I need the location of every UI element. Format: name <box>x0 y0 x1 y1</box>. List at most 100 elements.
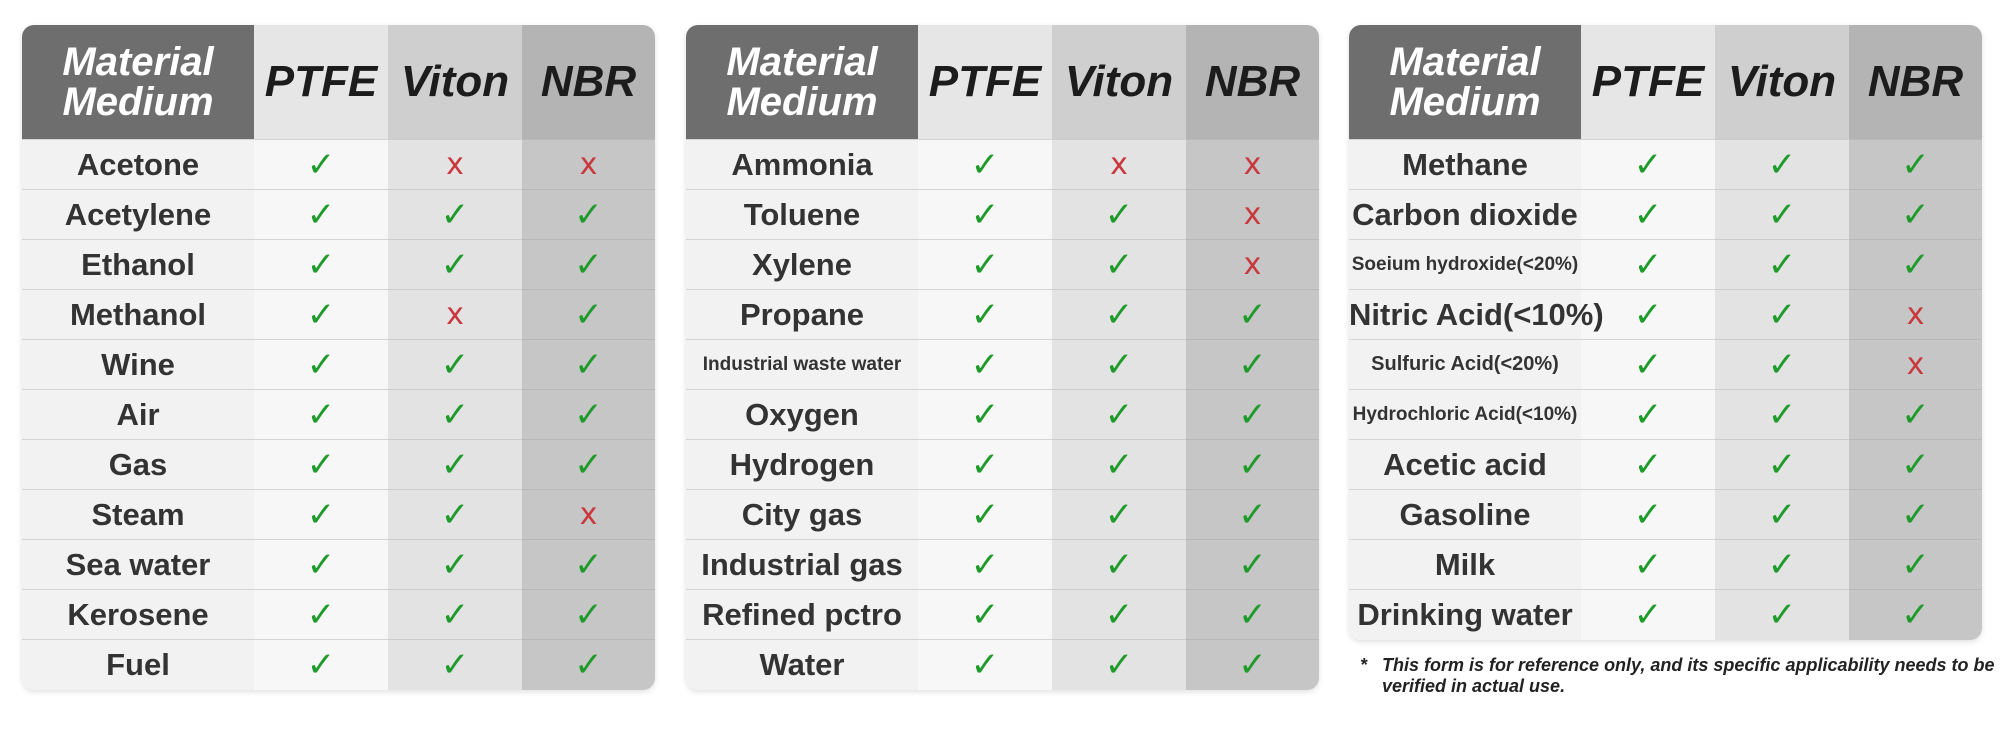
check-icon: ✓ <box>970 444 1000 485</box>
check-icon: ✓ <box>1633 194 1663 235</box>
ptfe-cell: ✓ <box>254 139 388 190</box>
medium-name: Ethanol <box>22 239 254 290</box>
table-row: Kerosene ✓ ✓ ✓ <box>22 589 655 640</box>
medium-name: Propane <box>686 289 918 340</box>
viton-cell: ✓ <box>1715 439 1849 490</box>
check-icon: ✓ <box>306 244 336 285</box>
check-icon: ✓ <box>440 644 470 685</box>
header-nbr: NBR <box>1849 25 1982 140</box>
compat-table-2: Material Medium PTFE Viton NBR Ammonia ✓ x x Tolu… <box>686 25 1319 690</box>
viton-cell: ✓ <box>388 389 522 440</box>
header-viton: Viton <box>388 25 522 140</box>
viton-cell: ✓ <box>388 589 522 640</box>
medium-name: Oxygen <box>686 389 918 440</box>
check-icon: ✓ <box>1767 244 1797 285</box>
viton-cell: ✓ <box>1052 539 1186 590</box>
check-icon: ✓ <box>574 594 603 635</box>
medium-name: Methanol <box>22 289 254 340</box>
table-row: Gasoline ✓ ✓ ✓ <box>1349 489 1982 540</box>
cross-icon: x <box>446 147 464 182</box>
nbr-cell: ✓ <box>522 389 655 440</box>
check-icon: ✓ <box>1104 444 1134 485</box>
header-viton: Viton <box>1715 25 1849 140</box>
cross-icon: x <box>579 147 598 182</box>
check-icon: ✓ <box>1104 194 1134 235</box>
table-row: Ammonia ✓ x x <box>686 139 1319 190</box>
viton-cell: ✓ <box>1715 589 1849 640</box>
ptfe-cell: ✓ <box>1581 339 1715 390</box>
table-row: Acetylene ✓ ✓ ✓ <box>22 189 655 240</box>
table-row: Hydrochloric Acid(<10%) ✓ ✓ ✓ <box>1349 389 1982 440</box>
check-icon: ✓ <box>574 344 603 385</box>
compat-table-1: Material Medium PTFE Viton NBR Acetone ✓ x x Acet… <box>22 25 655 690</box>
cross-icon: x <box>1110 147 1128 182</box>
check-icon: ✓ <box>970 594 1000 635</box>
nbr-cell: ✓ <box>1186 289 1319 340</box>
table-row: Refined pctro ✓ ✓ ✓ <box>686 589 1319 640</box>
table-row: Milk ✓ ✓ ✓ <box>1349 539 1982 590</box>
viton-cell: x <box>388 289 522 340</box>
check-icon: ✓ <box>1104 244 1134 285</box>
check-icon: ✓ <box>1633 544 1663 585</box>
nbr-cell: ✓ <box>1849 239 1982 290</box>
viton-cell: ✓ <box>1052 489 1186 540</box>
header-material-medium: Material Medium <box>686 25 918 140</box>
nbr-cell: ✓ <box>1186 339 1319 390</box>
check-icon: ✓ <box>1633 594 1663 635</box>
nbr-cell: x <box>1186 189 1319 240</box>
check-icon: ✓ <box>574 294 603 335</box>
ptfe-cell: ✓ <box>254 439 388 490</box>
ptfe-cell: ✓ <box>918 239 1052 290</box>
check-icon: ✓ <box>306 644 336 685</box>
viton-cell: ✓ <box>1052 639 1186 690</box>
medium-name: Drinking water <box>1349 589 1581 640</box>
check-icon: ✓ <box>1633 294 1663 335</box>
check-icon: ✓ <box>440 544 470 585</box>
viton-cell: x <box>1052 139 1186 190</box>
medium-name: Acetone <box>22 139 254 190</box>
check-icon: ✓ <box>1238 394 1267 435</box>
header-medium-label: Medium <box>726 80 878 124</box>
header-nbr: NBR <box>1186 25 1319 140</box>
table-row: Oxygen ✓ ✓ ✓ <box>686 389 1319 440</box>
header-material-label: Material <box>62 40 214 84</box>
check-icon: ✓ <box>1238 594 1267 635</box>
table-row: Carbon dioxide ✓ ✓ ✓ <box>1349 189 1982 240</box>
ptfe-cell: ✓ <box>918 539 1052 590</box>
medium-name: Hydrochloric Acid(<10%) <box>1349 389 1581 440</box>
viton-cell: ✓ <box>388 539 522 590</box>
check-icon: ✓ <box>1238 494 1267 535</box>
check-icon: ✓ <box>1901 494 1930 535</box>
check-icon: ✓ <box>970 644 1000 685</box>
ptfe-cell: ✓ <box>918 339 1052 390</box>
header-nbr: NBR <box>522 25 655 140</box>
check-icon: ✓ <box>440 444 470 485</box>
nbr-cell: ✓ <box>1186 639 1319 690</box>
table-row: Ethanol ✓ ✓ ✓ <box>22 239 655 290</box>
viton-cell: ✓ <box>1052 339 1186 390</box>
check-icon: ✓ <box>970 394 1000 435</box>
nbr-cell: ✓ <box>522 339 655 390</box>
nbr-cell: ✓ <box>522 439 655 490</box>
nbr-cell: ✓ <box>1849 489 1982 540</box>
nbr-cell: x <box>1849 289 1982 340</box>
cross-icon: x <box>446 297 464 332</box>
viton-cell: ✓ <box>1715 489 1849 540</box>
check-icon: ✓ <box>1104 394 1134 435</box>
ptfe-cell: ✓ <box>918 389 1052 440</box>
table-row: Soeium hydroxide(<20%) ✓ ✓ ✓ <box>1349 239 1982 290</box>
header-medium-label: Medium <box>62 80 214 124</box>
table-row: Gas ✓ ✓ ✓ <box>22 439 655 490</box>
ptfe-cell: ✓ <box>918 639 1052 690</box>
ptfe-cell: ✓ <box>1581 539 1715 590</box>
medium-name: Ammonia <box>686 139 918 190</box>
check-icon: ✓ <box>970 244 1000 285</box>
check-icon: ✓ <box>440 194 470 235</box>
footnote-star: * <box>1360 655 1368 675</box>
nbr-cell: x <box>522 489 655 540</box>
nbr-cell: ✓ <box>522 639 655 690</box>
viton-cell: ✓ <box>1052 589 1186 640</box>
viton-cell: ✓ <box>1052 189 1186 240</box>
check-icon: ✓ <box>1238 544 1267 585</box>
medium-name: Air <box>22 389 254 440</box>
